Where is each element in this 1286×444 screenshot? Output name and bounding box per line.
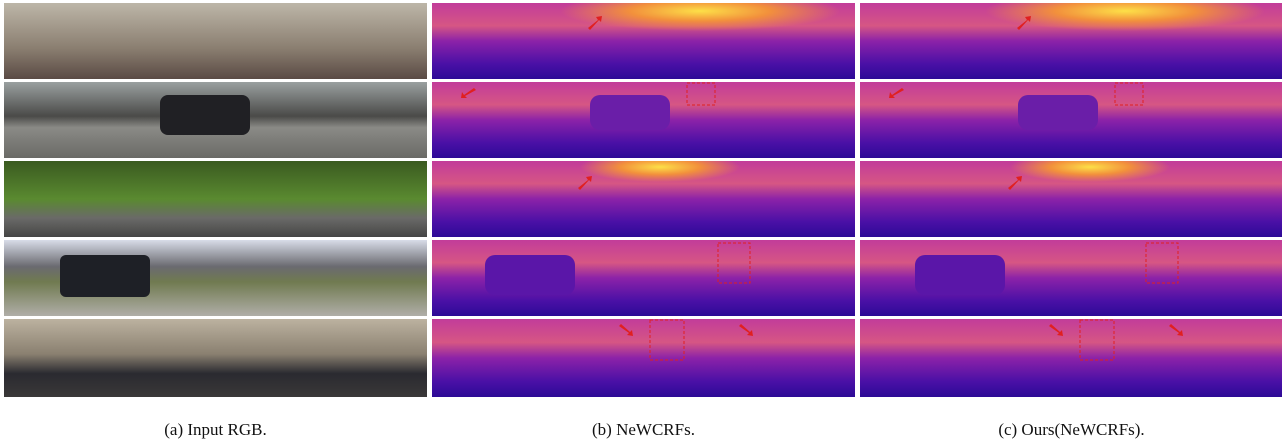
object xyxy=(1018,95,1098,130)
object xyxy=(915,255,1005,295)
depth-region xyxy=(580,161,740,191)
car xyxy=(160,95,250,135)
depth-region xyxy=(560,3,840,43)
rgb-image xyxy=(4,3,427,79)
figure: (a) Input RGB. (b) NeWCRFs. (c) Ours(NeW… xyxy=(0,0,1286,444)
depth-map xyxy=(432,319,855,397)
car xyxy=(60,255,150,297)
image-grid xyxy=(0,0,1286,410)
rgb-image xyxy=(4,319,427,397)
depth-region xyxy=(1010,161,1170,191)
depth-map xyxy=(860,319,1282,397)
caption: (a) Input RGB. xyxy=(4,420,427,440)
depth-column-b xyxy=(432,3,855,397)
object xyxy=(590,95,670,130)
rgb-image xyxy=(4,161,427,237)
object xyxy=(485,255,575,295)
rgb-column xyxy=(4,3,427,397)
depth-column-c xyxy=(860,3,1282,397)
caption: (c) Ours(NeWCRFs). xyxy=(860,420,1283,440)
depth-region xyxy=(985,3,1265,43)
caption: (b) NeWCRFs. xyxy=(432,420,855,440)
